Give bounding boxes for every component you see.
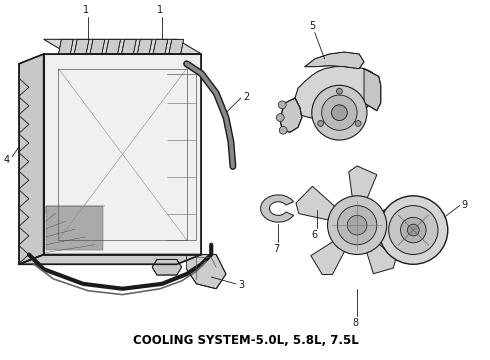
Text: 3: 3 <box>238 280 244 290</box>
Polygon shape <box>106 39 121 54</box>
Circle shape <box>312 85 367 140</box>
Polygon shape <box>153 39 168 54</box>
Text: 4: 4 <box>4 155 10 165</box>
Polygon shape <box>152 260 182 275</box>
Polygon shape <box>90 39 105 54</box>
Polygon shape <box>364 69 381 111</box>
Polygon shape <box>44 39 201 54</box>
Circle shape <box>355 121 361 126</box>
Text: 6: 6 <box>312 230 318 240</box>
Text: COOLING SYSTEM-5.0L, 5.8L, 7.5L: COOLING SYSTEM-5.0L, 5.8L, 7.5L <box>133 334 359 347</box>
Polygon shape <box>19 255 201 264</box>
Polygon shape <box>349 166 377 217</box>
Circle shape <box>407 224 419 236</box>
Polygon shape <box>311 230 354 275</box>
Circle shape <box>379 196 448 264</box>
Polygon shape <box>122 39 136 54</box>
Polygon shape <box>74 39 89 54</box>
Polygon shape <box>137 39 152 54</box>
Polygon shape <box>261 195 294 222</box>
Text: 5: 5 <box>310 21 316 31</box>
Polygon shape <box>364 198 416 227</box>
Circle shape <box>279 126 287 134</box>
Polygon shape <box>187 255 226 289</box>
Text: 8: 8 <box>352 318 358 328</box>
Polygon shape <box>296 186 351 225</box>
Polygon shape <box>46 206 103 249</box>
Polygon shape <box>58 39 73 54</box>
Circle shape <box>400 217 426 243</box>
Circle shape <box>318 121 323 126</box>
Circle shape <box>389 206 438 255</box>
Text: 7: 7 <box>273 244 279 254</box>
Circle shape <box>278 101 286 109</box>
Text: 2: 2 <box>243 92 249 102</box>
Polygon shape <box>305 52 364 69</box>
Polygon shape <box>44 54 201 255</box>
Circle shape <box>337 88 343 94</box>
Circle shape <box>347 215 367 235</box>
Circle shape <box>276 114 284 121</box>
Circle shape <box>332 105 347 121</box>
Polygon shape <box>169 39 184 54</box>
Circle shape <box>321 95 357 130</box>
Polygon shape <box>19 54 44 264</box>
Polygon shape <box>361 230 396 274</box>
Circle shape <box>327 196 387 255</box>
Text: 9: 9 <box>462 200 468 210</box>
Polygon shape <box>295 66 379 121</box>
Circle shape <box>338 206 377 245</box>
Text: 1: 1 <box>157 5 163 15</box>
Polygon shape <box>280 98 302 132</box>
Polygon shape <box>312 193 319 211</box>
Text: 1: 1 <box>83 5 89 15</box>
